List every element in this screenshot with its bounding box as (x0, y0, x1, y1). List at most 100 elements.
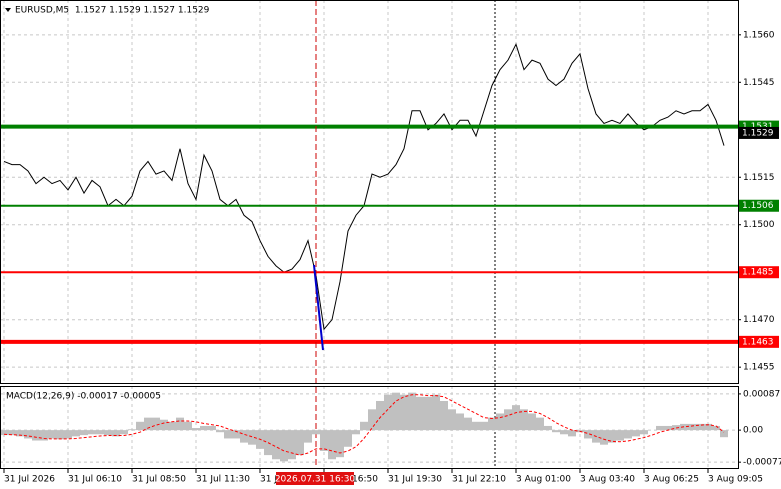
macd-bar (528, 413, 536, 431)
macd-bar (40, 430, 48, 441)
macd-bar (384, 394, 392, 431)
x-tick-label: 31 Jul 19:30 (388, 475, 442, 485)
macd-bar (336, 430, 344, 458)
y-tick-label: 1.1455 (743, 363, 775, 373)
crosshair-label: 2026.07.31 16:30 (275, 475, 356, 485)
macd-bar (192, 428, 200, 431)
x-tick-label: 31 Jul 11:30 (196, 475, 250, 485)
macd-bar (360, 421, 368, 431)
crosshair-label-box (276, 472, 354, 485)
macd-bar (368, 409, 376, 431)
macd-bar (312, 430, 320, 435)
macd-bar (568, 430, 576, 437)
macd-bar (128, 429, 136, 431)
macd-bar (8, 430, 16, 436)
macd-bar (688, 423, 696, 431)
macd-bar (496, 413, 504, 431)
macd-bar (56, 430, 64, 440)
macd-bar (656, 425, 664, 431)
x-tick-label: 31 Jul 08:50 (132, 475, 186, 485)
macd-bar (440, 400, 448, 431)
menu-arrow (5, 8, 11, 12)
level-label-box (739, 335, 779, 348)
macd-bar (616, 430, 624, 441)
macd-bar (712, 425, 720, 431)
x-tick-label: 3 Aug 09:05 (708, 475, 763, 485)
macd-bar (448, 409, 456, 431)
y-tick-label: 1.1545 (743, 78, 775, 88)
macd-bar (512, 405, 520, 431)
level-label: 1.1463 (742, 337, 774, 347)
y-tick-label: 0.00087 (743, 389, 780, 399)
macd-bar (80, 430, 88, 436)
y-tick-label: 0.00 (743, 426, 763, 436)
macd-bar (224, 430, 232, 439)
plot (0, 0, 738, 469)
macd-bar (376, 400, 384, 431)
macd-bar (480, 421, 488, 431)
macd-bar (64, 430, 72, 439)
y-tick-label: 1.1470 (743, 315, 775, 325)
level-label-box (739, 266, 779, 279)
macd-bar (696, 423, 704, 431)
macd-bar (624, 430, 632, 439)
macd-title: MACD(12,26,9) -0.00017 -0.00005 (6, 392, 161, 402)
trend-line (313, 264, 324, 351)
macd-bar (216, 430, 224, 433)
macd-bar (144, 417, 152, 431)
chart-title: EURUSD,M5 1.1527 1.1529 1.1527 1.1529 (15, 6, 210, 16)
macd-bar (16, 430, 24, 437)
macd-bar (296, 430, 304, 456)
macd-bar (96, 430, 104, 435)
macd-bar (552, 430, 560, 433)
macd-bar (120, 430, 128, 435)
last-price-label: 1.1529 (742, 128, 774, 138)
y-tick-label: 1.1500 (743, 220, 775, 230)
macd-bar (392, 392, 400, 431)
macd-bar (0, 430, 8, 436)
macd-bar (24, 430, 32, 439)
macd-bar (472, 421, 480, 431)
macd-bar (640, 430, 648, 435)
macd-bar (168, 421, 176, 431)
macd-bar (560, 430, 568, 435)
macd-bar (208, 425, 216, 431)
macd-bar (232, 430, 240, 439)
macd-bar (152, 417, 160, 431)
macd-bar (288, 430, 296, 460)
macd-bar (88, 430, 96, 435)
x-tick-label: 31 Jul 22:10 (452, 475, 506, 485)
macd-bar (264, 430, 272, 456)
x-tick-label: 3 Aug 03:40 (580, 475, 635, 485)
macd-bar (112, 430, 120, 437)
macd-bar (608, 430, 616, 443)
macd-bar (536, 417, 544, 431)
x-tick-label: 31 Jul 2026 (4, 475, 55, 485)
y-tick-label: 1.1515 (743, 173, 775, 183)
overlay: 1.1560 1.1545 1.1515 1.1500 1.1470 1.1455 0.00… (4, 30, 781, 485)
macd-bar (248, 430, 256, 445)
macd-bar (672, 425, 680, 431)
macd-bar (584, 430, 592, 439)
macd-bar (240, 430, 248, 443)
macd-bar (416, 396, 424, 431)
x-tick-label: 3 Aug 06:25 (644, 475, 699, 485)
macd-bar (160, 419, 168, 431)
macd-bar (272, 430, 280, 460)
macd-bar (328, 430, 336, 460)
macd-bar (200, 425, 208, 431)
macd-bar (352, 430, 360, 435)
macd-bar (32, 430, 40, 441)
level-label: 1.1485 (742, 268, 774, 278)
macd-bar (304, 430, 312, 443)
macd-bar (320, 430, 328, 451)
macd-bar (280, 430, 288, 462)
level-label-box (739, 199, 779, 212)
macd-bar (408, 392, 416, 431)
macd-bar (632, 430, 640, 437)
macd-bar (464, 417, 472, 431)
signal-line (3, 394, 725, 456)
macd-frame (0, 386, 739, 469)
macd-bar (664, 425, 672, 431)
